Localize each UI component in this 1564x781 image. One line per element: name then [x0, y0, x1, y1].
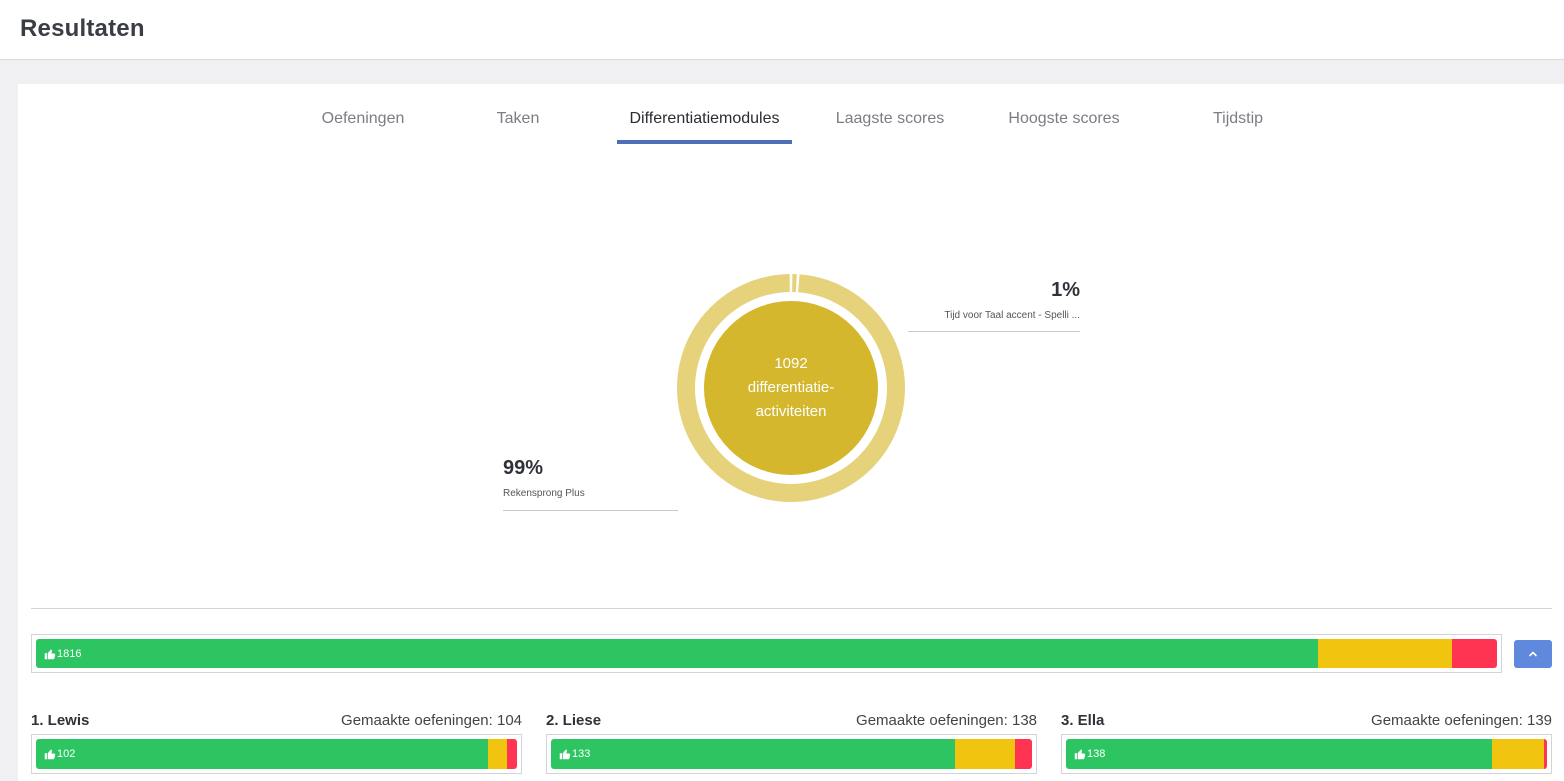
student-exercise-count: Gemaakte oefeningen: 139: [1371, 712, 1552, 729]
donut-chart: 1092 differentiatie- activiteiten: [675, 272, 907, 504]
callout-percent: 99%: [503, 457, 544, 479]
bar-segment-wrong: [507, 739, 517, 769]
active-tab-indicator: [617, 140, 792, 144]
score-bar: 102: [36, 739, 517, 769]
student-name[interactable]: 1. Lewis: [31, 712, 90, 729]
bar-segment-wrong: [1014, 739, 1032, 769]
chevron-up-icon: [1529, 651, 1537, 657]
tab-bar: Oefeningen Taken Differentiatiemodules L…: [18, 84, 1564, 144]
tab-oefeningen[interactable]: Oefeningen: [321, 110, 405, 127]
page-header: Resultaten: [0, 0, 1564, 60]
donut-center-count: 1092: [774, 355, 808, 372]
tab-tijdstip[interactable]: Tijdstip: [1212, 110, 1264, 127]
bar-count-value: 133: [572, 748, 591, 760]
callout-slice-0: 99% Rekensprong Plus: [503, 457, 678, 511]
donut-svg: [677, 274, 905, 502]
bar-segment-wrong: [1543, 739, 1547, 769]
bar-count: 1816: [44, 648, 81, 660]
callout-percent: 1%: [1051, 279, 1080, 301]
bar-count: 133: [559, 748, 590, 760]
bar-count: 138: [1074, 748, 1105, 760]
collapse-button[interactable]: [1514, 640, 1552, 668]
bar-segment-partial: [488, 739, 508, 769]
thumbs-up-icon: [44, 649, 56, 659]
student-score-bar[interactable]: 102: [31, 734, 522, 774]
bar-segment-partial: [1318, 639, 1453, 668]
student-name[interactable]: 3. Ella: [1061, 712, 1105, 729]
bar-segment-correct: 138: [1066, 739, 1493, 769]
callout-label: Tijd voor Taal accent - Spelli ...: [944, 310, 1080, 321]
donut-slice[interactable]: [792, 274, 797, 293]
callout-line: [908, 331, 1080, 332]
bar-count-value: 1816: [57, 647, 82, 660]
overall-score-bar[interactable]: 1816: [31, 634, 1502, 673]
page-title: Resultaten: [20, 15, 145, 42]
bar-segment-partial: [1492, 739, 1544, 769]
thumbs-up-icon: [44, 749, 56, 760]
donut-center-line-2: activiteiten: [755, 403, 827, 420]
tab-taken[interactable]: Taken: [496, 110, 540, 127]
thumbs-up-icon: [1074, 749, 1086, 760]
bar-segment-correct: 1816: [36, 639, 1319, 668]
student-score-bar[interactable]: 133: [546, 734, 1037, 774]
score-bar: 1816: [36, 639, 1497, 668]
donut-center-line-1: differentiatie-: [747, 379, 835, 396]
bar-segment-correct: 102: [36, 739, 489, 769]
student-exercise-count: Gemaakte oefeningen: 104: [341, 712, 522, 729]
tab-hoogste-scores[interactable]: Hoogste scores: [1008, 110, 1120, 127]
bar-count-value: 138: [1087, 748, 1106, 760]
tab-differentiatiemodules[interactable]: Differentiatiemodules: [629, 110, 780, 127]
bar-segment-correct: 133: [551, 739, 955, 769]
bar-segment-partial: [954, 739, 1015, 769]
score-bar: 138: [1066, 739, 1547, 769]
student-exercise-count: Gemaakte oefeningen: 138: [856, 712, 1037, 729]
bar-count-value: 102: [57, 748, 76, 760]
callout-line: [503, 510, 678, 511]
score-bar: 133: [551, 739, 1032, 769]
student-name[interactable]: 2. Liese: [546, 712, 602, 729]
callout-slice-1: 1% Tijd voor Taal accent - Spelli ...: [908, 279, 1080, 332]
donut-center: 1092 differentiatie- activiteiten: [704, 301, 878, 475]
section-divider: [31, 608, 1552, 609]
results-card: Oefeningen Taken Differentiatiemodules L…: [18, 84, 1564, 781]
thumbs-up-icon: [559, 749, 571, 760]
bar-count: 102: [44, 748, 75, 760]
student-card: 2. Liese Gemaakte oefeningen: 138 133: [546, 712, 1037, 774]
bar-segment-wrong: [1452, 639, 1497, 668]
student-score-bar[interactable]: 138: [1061, 734, 1552, 774]
callout-label: Rekensprong Plus: [503, 488, 585, 499]
student-card: 3. Ella Gemaakte oefeningen: 139 138: [1061, 712, 1552, 774]
tab-laagste-scores[interactable]: Laagste scores: [835, 110, 945, 127]
student-card: 1. Lewis Gemaakte oefeningen: 104 102: [31, 712, 522, 774]
